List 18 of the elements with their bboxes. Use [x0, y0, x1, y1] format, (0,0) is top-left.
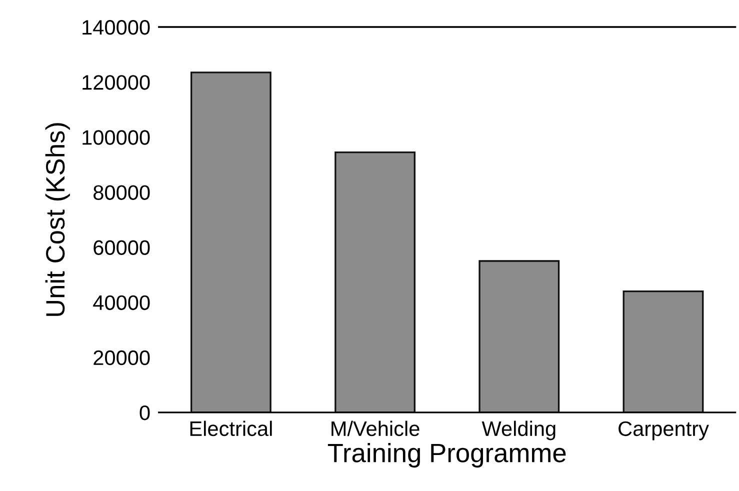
- x-axis-title: Training Programme: [328, 442, 566, 468]
- x-tick-label: Electrical: [190, 420, 272, 436]
- y-tick-label: 120000: [82, 75, 150, 90]
- y-tick-label: 0: [140, 405, 150, 420]
- x-tick-label: M/Vehicle: [332, 420, 420, 436]
- y-tick-label: 60000: [94, 240, 150, 256]
- x-tick-label: Welding: [482, 420, 556, 440]
- y-axis-title: Unit Cost (KShs): [45, 123, 70, 316]
- y-tick-label: 80000: [94, 185, 150, 200]
- y-tick-label: 100000: [82, 130, 150, 145]
- y-tick-label: 20000: [94, 350, 150, 366]
- y-tick-label: 40000: [93, 295, 150, 310]
- bar: [334, 151, 416, 412]
- x-tick-label: Carpentry: [618, 421, 709, 440]
- bar: [622, 290, 704, 412]
- bar: [190, 72, 272, 412]
- bar: [478, 260, 560, 412]
- y-tick-label: 140000: [82, 20, 150, 35]
